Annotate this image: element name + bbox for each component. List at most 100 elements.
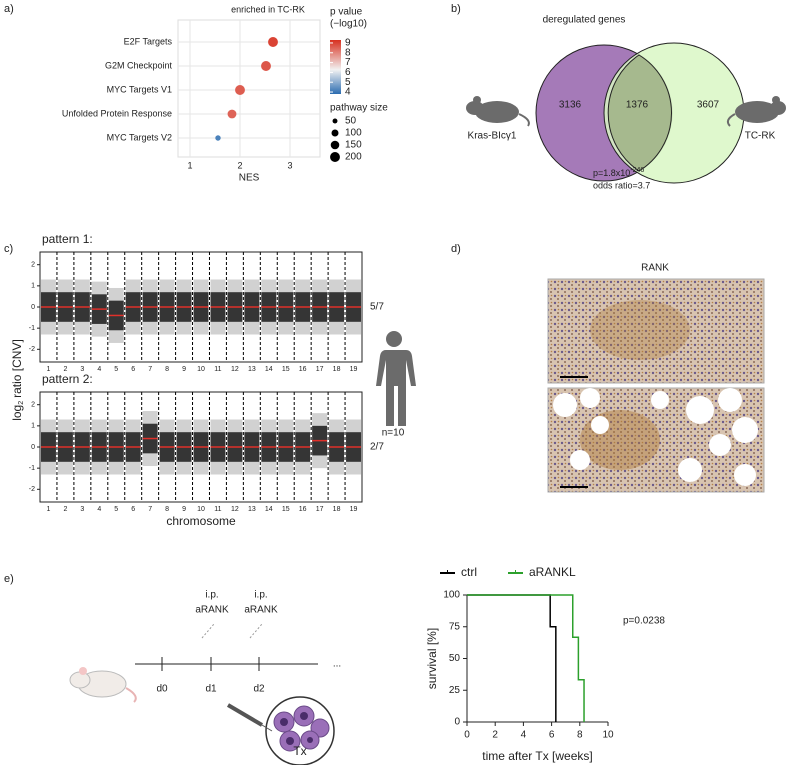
- y-axis-label: log2 ratio [CNV]: [10, 339, 25, 421]
- dot: [227, 109, 237, 119]
- y-tick-label: 0: [31, 304, 35, 311]
- survival-curve: [467, 594, 557, 722]
- venn-overlap: [607, 54, 672, 172]
- chromosome-label: 9: [182, 366, 186, 373]
- chromosome-label: 15: [282, 506, 290, 513]
- y-axis-label-part: 2: [18, 401, 25, 405]
- x-tick-label: 4: [521, 730, 527, 741]
- sample-size: n=10: [382, 428, 405, 439]
- x-tick-label: 2: [237, 160, 242, 170]
- x-axis-label: NES: [239, 173, 260, 184]
- pattern-label: pattern 2:: [42, 372, 93, 386]
- y-tick-label: MYC Targets V1: [107, 84, 172, 94]
- legend-title: pathway size: [330, 103, 388, 114]
- y-tick-label: Unfolded Protein Response: [62, 108, 172, 118]
- chromosome-label: 5: [114, 506, 118, 513]
- tumor: [226, 696, 335, 765]
- mouse-icon: [466, 96, 530, 127]
- color-tick-label: 6: [345, 67, 351, 78]
- color-tick-label: 5: [345, 77, 351, 88]
- size-key-label: 200: [345, 152, 362, 163]
- continuation: ...: [333, 659, 341, 670]
- y-tick-label: 1: [31, 283, 35, 290]
- chart-title: enriched in TC-RK: [231, 4, 305, 14]
- venn-count: 3136: [559, 100, 582, 111]
- y-tick-label: -1: [29, 465, 35, 472]
- chromosome-label: 16: [299, 506, 307, 513]
- color-tick-label: 9: [345, 38, 351, 49]
- legend-title: (−log10): [330, 19, 367, 30]
- p-value: p=1.8x10-246: [593, 167, 644, 179]
- chromosome-label: 11: [214, 506, 221, 513]
- chromosome-label: 2: [63, 366, 67, 373]
- human-icon: [376, 331, 416, 426]
- y-axis-label: survival [%]: [425, 628, 439, 689]
- x-axis-label: time after Tx [weeks]: [482, 749, 592, 763]
- pattern-fraction: 2/7: [370, 442, 384, 453]
- chromosome-label: 12: [231, 366, 239, 373]
- tumor-label: Tx: [293, 744, 306, 758]
- venn-label: Kras-BIcγ1: [468, 131, 517, 142]
- chromosome-label: 10: [197, 506, 205, 513]
- dot: [268, 37, 278, 47]
- timeline-tick: [161, 657, 260, 671]
- y-tick-label: E2F Targets: [124, 36, 173, 46]
- chromosome-label: 17: [316, 506, 324, 513]
- day: d0: [156, 684, 168, 695]
- chromosome-label: 7: [148, 366, 152, 373]
- size-key: [332, 118, 338, 124]
- y-tick-label: -1: [29, 325, 35, 332]
- chromosome-label: 3: [80, 506, 84, 513]
- chromosome-label: 15: [282, 366, 290, 373]
- venn-count: 1376: [626, 100, 649, 111]
- chromosome-label: 6: [131, 506, 135, 513]
- color-tick-label: 4: [345, 87, 351, 98]
- color-bar: [330, 40, 341, 94]
- chromosome-label: 12: [231, 506, 239, 513]
- venn-label: TC-RK: [745, 131, 776, 142]
- p-exponent: -246: [630, 167, 644, 174]
- injection: aRANK: [244, 605, 278, 616]
- injection: i.p.: [205, 590, 218, 601]
- pattern-fraction: 5/7: [370, 302, 384, 313]
- chromosome-label: 4: [97, 506, 101, 513]
- chromosome-label: 3: [80, 366, 84, 373]
- panel-label: a): [4, 3, 14, 15]
- chromosome-label: 9: [182, 506, 186, 513]
- mouse-icon: [69, 667, 137, 703]
- plot-area: [177, 19, 321, 158]
- legend-label: aRANKL: [529, 565, 576, 579]
- micrograph: [547, 278, 765, 384]
- legend-title: p value: [330, 7, 363, 18]
- size-key: [331, 129, 339, 137]
- size-key: [330, 140, 340, 150]
- x-tick-label: 0: [464, 730, 470, 741]
- x-tick-label: 1: [187, 160, 192, 170]
- chromosome-label: 5: [114, 366, 118, 373]
- injection: i.p.: [254, 590, 267, 601]
- venn-title: deregulated genes: [543, 15, 626, 26]
- chromosome-label: 1: [47, 506, 51, 513]
- y-tick-label: 100: [443, 590, 460, 601]
- x-tick-label: 2: [492, 730, 498, 741]
- dot: [261, 61, 271, 71]
- venn: deregulated genes 3136 1376 3607 Kras-BI…: [468, 15, 776, 191]
- x-tick-label: 10: [602, 730, 614, 741]
- y-tick-label: 50: [449, 653, 461, 664]
- size-key-label: 100: [345, 128, 362, 139]
- syringe: [201, 623, 263, 639]
- size-key: [330, 152, 340, 162]
- x-tick-label: 6: [549, 730, 555, 741]
- odds-ratio: odds ratio=3.7: [593, 180, 650, 190]
- injection: aRANK: [195, 605, 229, 616]
- syringe: [226, 703, 264, 727]
- y-tick-label: 0: [454, 717, 460, 728]
- x-tick-label: 3: [287, 160, 292, 170]
- pattern-label: pattern 1:: [42, 232, 93, 246]
- chromosome-label: 7: [148, 506, 152, 513]
- y-axis-label-part: ratio [CNV]: [10, 339, 24, 398]
- stain-title: RANK: [641, 263, 669, 274]
- y-tick-label: G2M Checkpoint: [105, 60, 173, 70]
- chromosome-label: 19: [350, 366, 358, 373]
